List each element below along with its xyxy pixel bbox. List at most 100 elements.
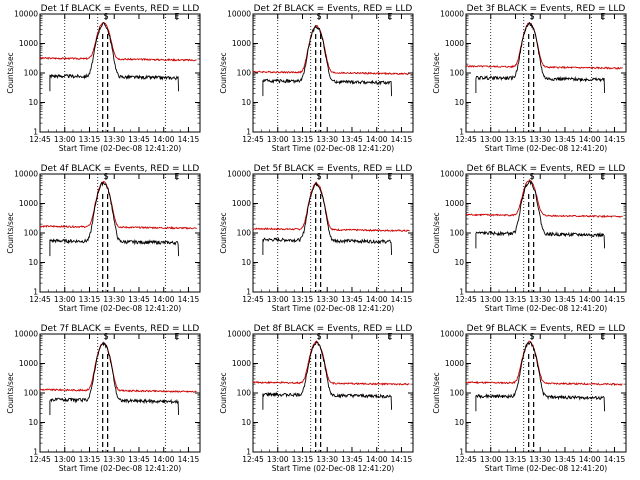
x-tick-label: 13:15 — [292, 135, 314, 144]
y-tick-label: 10 — [454, 98, 464, 107]
events-series-line — [262, 181, 393, 256]
x-tick-label: 14:00 — [153, 455, 175, 464]
lld-series-line — [252, 24, 410, 76]
events-series-line — [475, 21, 606, 94]
x-tick-label: 14:15 — [604, 295, 626, 304]
panel-det-1: Det 1f BLACK = Events, RED = LLD 1 10 100 10… — [6, 4, 201, 153]
panel-det-4: Det 4f BLACK = Events, RED = LLD 1 10 100 10… — [6, 164, 201, 313]
panel-title: Det 9f BLACK = Events, RED = LLD — [467, 324, 626, 334]
y-tick-label: 1000 — [232, 199, 251, 208]
x-tick-label: 12:45 — [455, 295, 477, 304]
y-tick-label: 10 — [28, 258, 38, 267]
x-tick-label: 13:30 — [316, 135, 338, 144]
plot-frame — [39, 333, 201, 453]
x-tick-label: 12:45 — [29, 135, 51, 144]
x-tick-label: 13:30 — [316, 295, 338, 304]
y-tick-label: 1000 — [19, 359, 38, 368]
x-tick-label: 14:15 — [604, 455, 626, 464]
x-tick-label: 12:45 — [242, 455, 264, 464]
panel-det-9: Det 9f BLACK = Events, RED = LLD 1 10 100 10… — [432, 324, 627, 473]
x-tick-label: 13:15 — [505, 135, 527, 144]
panel-det-6: Det 6f BLACK = Events, RED = LLD 1 10 100 10… — [432, 164, 627, 313]
plot-frame — [465, 173, 627, 293]
lld-series-line — [252, 181, 410, 233]
events-series-line — [262, 24, 393, 97]
x-tick-label: 14:00 — [366, 455, 388, 464]
panel-title: Det 4f BLACK = Events, RED = LLD — [41, 164, 200, 174]
x-tick-label: 13:45 — [554, 295, 576, 304]
x-tick-label: 13:00 — [54, 295, 76, 304]
top-mark-label: E — [174, 12, 179, 21]
y-tick-label: 10 — [241, 258, 251, 267]
x-tick-label: 13:00 — [480, 295, 502, 304]
x-tick-label: 13:45 — [128, 295, 150, 304]
x-tick-label: 14:15 — [391, 455, 413, 464]
panel-det-8: Det 8f BLACK = Events, RED = LLD 1 10 100 10… — [219, 324, 414, 473]
y-tick-label: 1 — [246, 288, 251, 297]
top-mark-label: S — [103, 12, 108, 21]
x-tick-label: 12:45 — [455, 135, 477, 144]
top-mark-label: E — [387, 12, 392, 21]
x-tick-label: 13:00 — [267, 455, 289, 464]
events-series-line — [49, 22, 180, 92]
panel-title: Det 2f BLACK = Events, RED = LLD — [254, 4, 413, 14]
lld-series-line — [465, 179, 623, 219]
lld-series-line — [465, 340, 623, 387]
y-tick-label: 10000 — [440, 170, 464, 179]
top-mark-label: S — [529, 332, 534, 341]
x-tick-label: 12:45 — [29, 455, 51, 464]
x-tick-label: 13:00 — [54, 455, 76, 464]
x-axis-label: Start Time (02-Dec-08 12:41:20) — [485, 144, 607, 153]
plot-frame — [252, 333, 414, 453]
x-tick-label: 13:15 — [505, 295, 527, 304]
x-tick-label: 13:30 — [529, 295, 551, 304]
lld-series-line — [252, 340, 410, 386]
y-tick-label: 10 — [454, 258, 464, 267]
y-tick-label: 10000 — [227, 330, 251, 339]
events-series-line — [475, 180, 606, 249]
panel-title: Det 6f BLACK = Events, RED = LLD — [467, 164, 626, 174]
x-tick-label: 13:45 — [554, 455, 576, 464]
x-tick-label: 13:30 — [529, 455, 551, 464]
x-tick-label: 13:15 — [292, 455, 314, 464]
y-tick-label: 1000 — [232, 359, 251, 368]
y-tick-label: 1 — [33, 448, 38, 457]
x-tick-label: 13:30 — [103, 455, 125, 464]
y-axis-label: Counts/sec — [6, 372, 15, 413]
x-tick-label: 13:15 — [79, 135, 101, 144]
top-mark-label: E — [174, 172, 179, 181]
y-axis-label: Counts/sec — [219, 372, 228, 413]
x-tick-label: 13:45 — [341, 135, 363, 144]
x-tick-label: 12:45 — [455, 455, 477, 464]
y-tick-label: 100 — [450, 389, 465, 398]
top-mark-label: S — [529, 172, 534, 181]
panel-det-7: Det 7f BLACK = Events, RED = LLD 1 10 100 10… — [6, 324, 201, 473]
x-tick-label: 13:30 — [103, 295, 125, 304]
panel-title: Det 1f BLACK = Events, RED = LLD — [41, 4, 200, 14]
panel-title: Det 5f BLACK = Events, RED = LLD — [254, 164, 413, 174]
x-tick-label: 14:15 — [391, 135, 413, 144]
x-tick-label: 14:15 — [391, 295, 413, 304]
x-tick-label: 14:00 — [579, 135, 601, 144]
x-tick-label: 13:45 — [128, 135, 150, 144]
y-tick-label: 10000 — [227, 170, 251, 179]
top-mark-label: S — [316, 172, 321, 181]
x-tick-label: 13:00 — [480, 135, 502, 144]
x-tick-label: 14:00 — [366, 295, 388, 304]
y-tick-label: 10 — [241, 418, 251, 427]
x-tick-label: 13:00 — [54, 135, 76, 144]
top-mark-label: S — [103, 332, 108, 341]
top-mark-label: E — [600, 172, 605, 181]
y-tick-label: 1000 — [232, 39, 251, 48]
top-mark-label: E — [600, 12, 605, 21]
top-mark-label: S — [529, 12, 534, 21]
x-axis-label: Start Time (02-Dec-08 12:41:20) — [59, 144, 181, 153]
x-tick-label: 13:15 — [292, 295, 314, 304]
events-series-line — [475, 341, 606, 412]
y-tick-label: 100 — [450, 229, 465, 238]
y-tick-label: 1000 — [445, 39, 464, 48]
y-tick-label: 1 — [246, 448, 251, 457]
plot-frame — [465, 333, 627, 453]
y-tick-label: 1000 — [19, 199, 38, 208]
